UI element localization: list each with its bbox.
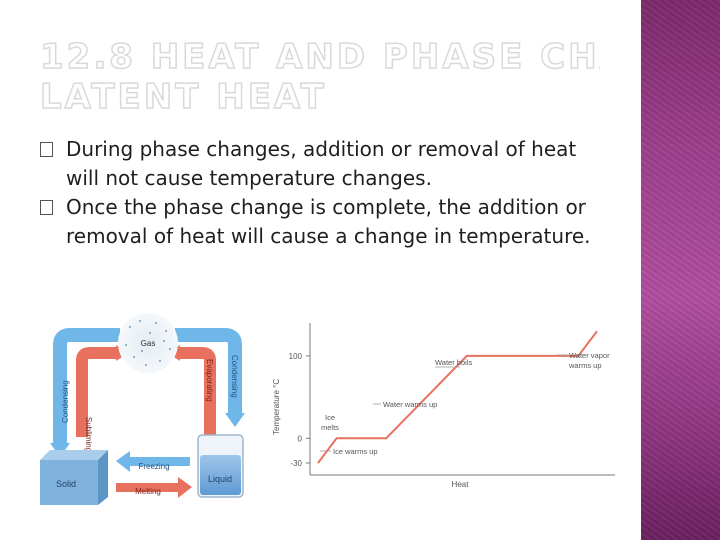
condensing-arrow-right bbox=[175, 328, 242, 415]
title-line-1: 12.8 HEAT AND PHASE CHANGE: bbox=[40, 37, 600, 77]
y-tick-label-neg30: -30 bbox=[290, 459, 302, 468]
y-tick-label-0: 0 bbox=[298, 434, 303, 443]
y-axis-label: Temperature °C bbox=[272, 379, 281, 435]
x-axis-label: Heat bbox=[452, 480, 470, 489]
condensing-label-left: Condensing bbox=[61, 380, 70, 423]
annotation-vapor-line1: Water vapor bbox=[569, 351, 610, 360]
bullet-text: During phase changes, addition or remova… bbox=[66, 137, 577, 190]
slide-title-svg: 12.8 HEAT AND PHASE CHANGE: LATENT HEAT bbox=[40, 36, 600, 116]
solid-label: Solid bbox=[56, 479, 76, 489]
gas-label: Gas bbox=[141, 339, 156, 348]
freezing-arrow bbox=[130, 457, 190, 466]
annotation-water-boils: Water boils bbox=[435, 358, 472, 367]
condensing-arrow-right-head bbox=[225, 413, 245, 427]
freezing-label: Freezing bbox=[138, 462, 169, 471]
melting-label: Melting bbox=[135, 487, 161, 496]
annotation-ice-line1: Ice bbox=[325, 413, 335, 422]
decorative-sidebar bbox=[641, 0, 720, 540]
bullet-text: Once the phase change is complete, the a… bbox=[66, 195, 591, 248]
annotation-ice-warms: Ice warms up bbox=[333, 447, 378, 456]
beaker-water bbox=[200, 455, 241, 495]
solid-cube-side bbox=[98, 450, 108, 505]
gas-cloud bbox=[118, 313, 178, 373]
y-tick-label-100: 100 bbox=[289, 352, 303, 361]
bullet-box-icon bbox=[40, 142, 53, 157]
annotation-vapor-line2: warms up bbox=[568, 361, 602, 370]
bullet-item: Once the phase change is complete, the a… bbox=[40, 193, 610, 251]
slide-title: 12.8 HEAT AND PHASE CHANGE: LATENT HEAT bbox=[40, 36, 600, 116]
solid-cube-top bbox=[40, 450, 108, 460]
solid-cube bbox=[40, 460, 98, 505]
liquid-label: Liquid bbox=[208, 474, 232, 484]
annotation-ice-line2: melts bbox=[321, 423, 339, 432]
subliming-arrow bbox=[76, 347, 118, 437]
heating-curve-line bbox=[317, 330, 598, 464]
title-line-2: LATENT HEAT bbox=[40, 77, 327, 116]
evaporating-label: Evaporating bbox=[205, 359, 214, 402]
bullet-list: During phase changes, addition or remova… bbox=[40, 135, 610, 251]
condensing-label-right: Condensing bbox=[230, 355, 239, 398]
condensing-arrow-left bbox=[53, 328, 120, 445]
melting-arrow-head bbox=[178, 477, 192, 498]
bullet-item: During phase changes, addition or remova… bbox=[40, 135, 610, 193]
heating-curve-chart: 100 0 -30 Temperature °C Heat Water boil… bbox=[272, 323, 615, 489]
melting-arrow bbox=[116, 483, 178, 492]
bullet-box-icon bbox=[40, 200, 53, 215]
freezing-arrow-head bbox=[116, 451, 130, 472]
annotation-water-warms: Water warms up bbox=[383, 400, 437, 409]
gas-particles bbox=[125, 320, 171, 366]
evaporating-arrow bbox=[178, 347, 216, 437]
phase-change-diagram: Gas Condensing Subliming Evaporating Con… bbox=[40, 313, 245, 505]
subliming-label: Subliming bbox=[84, 417, 93, 452]
